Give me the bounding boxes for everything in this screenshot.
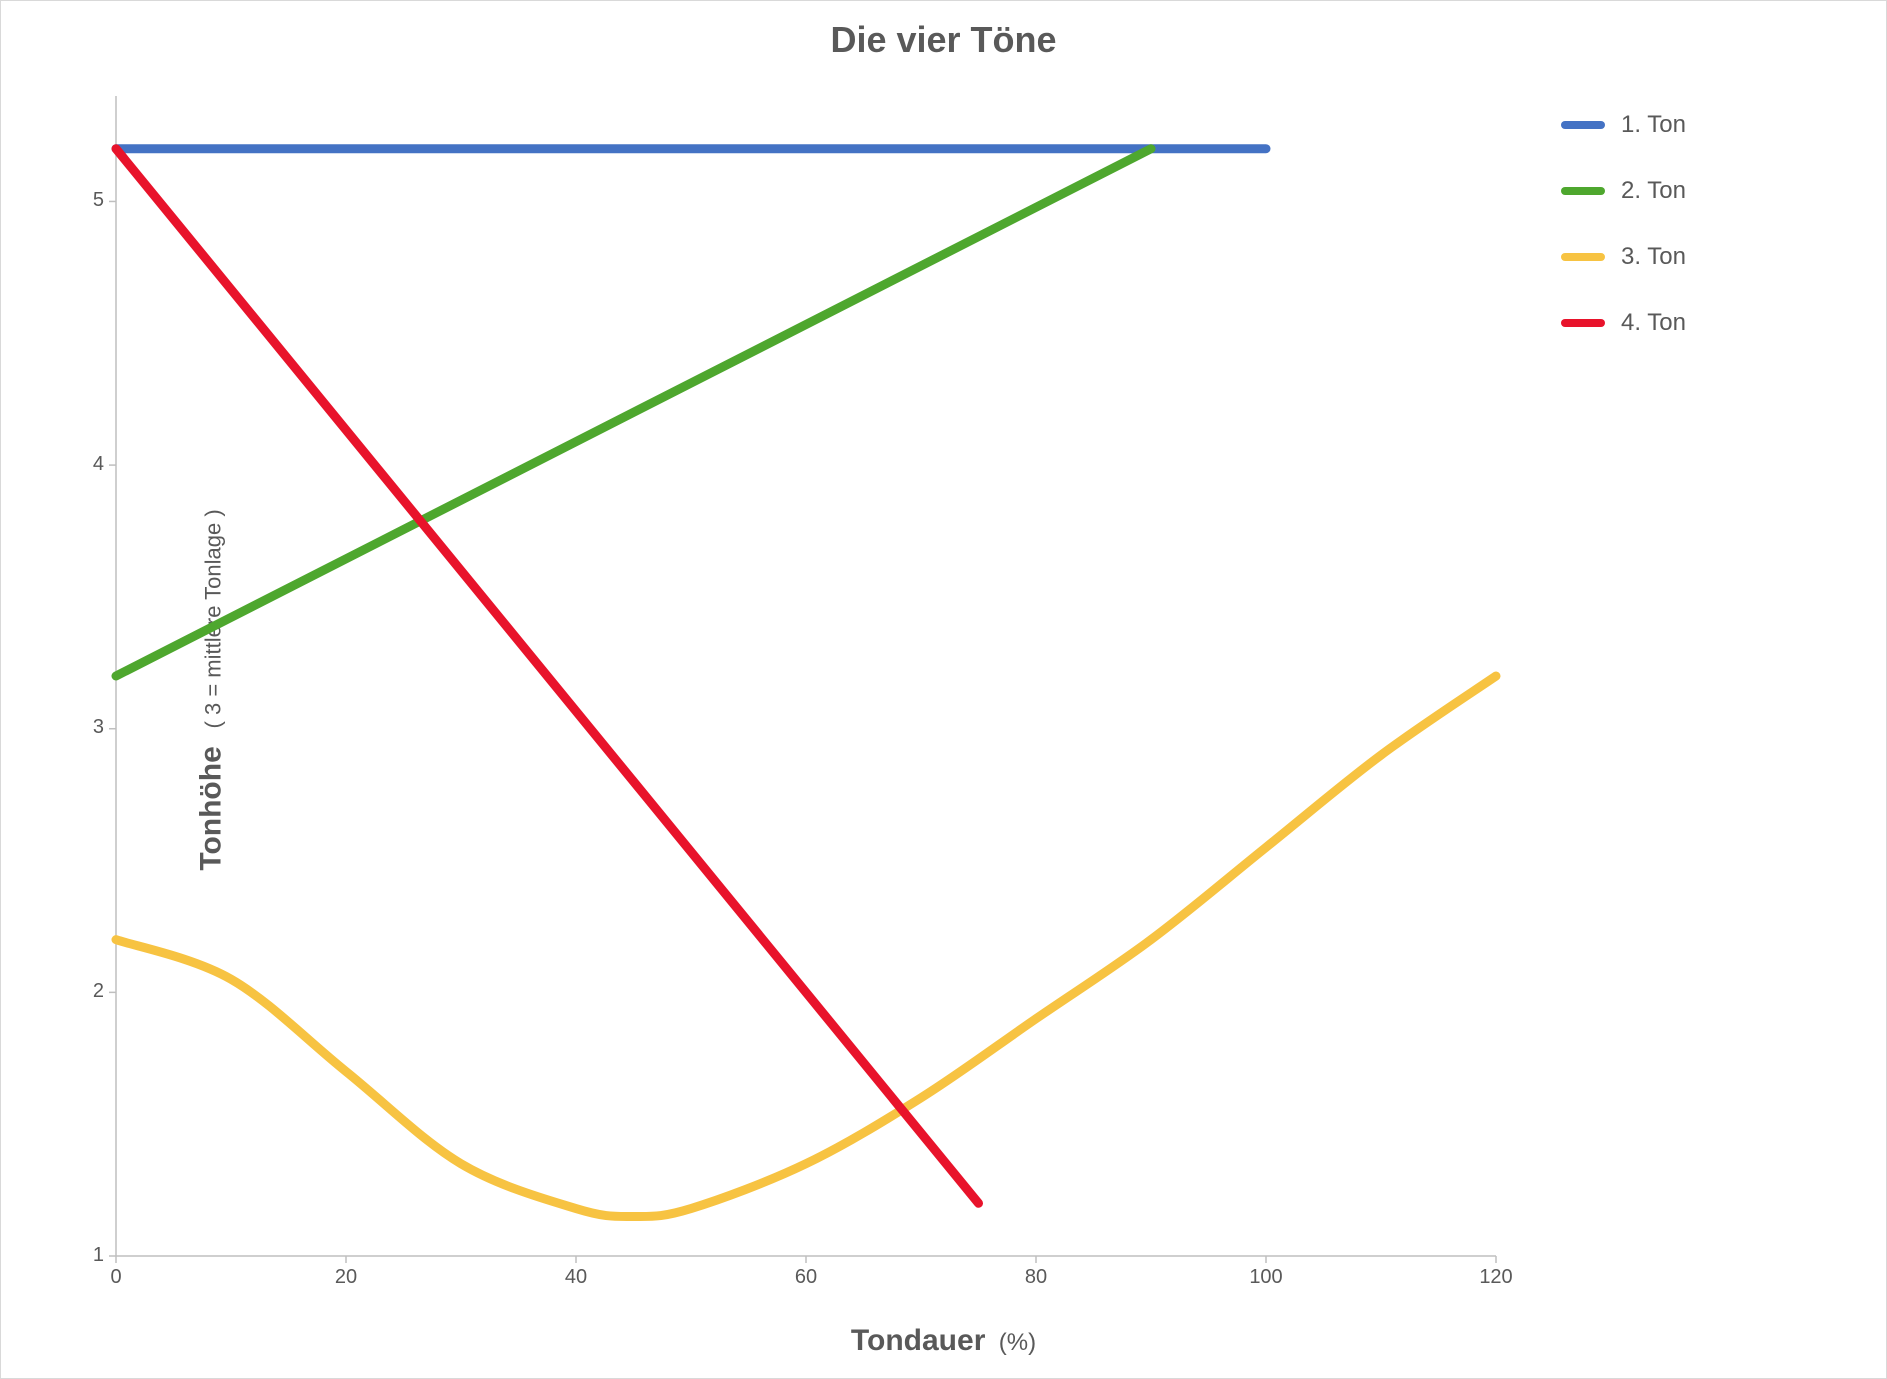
y-tick-label: 4	[76, 453, 104, 476]
x-tick-label: 100	[1249, 1266, 1282, 1289]
legend-label: 2. Ton	[1621, 177, 1686, 205]
y-tick-label: 2	[76, 980, 104, 1003]
x-tick-label: 0	[110, 1266, 121, 1289]
y-tick-label: 1	[76, 1244, 104, 1267]
legend-swatch	[1561, 121, 1605, 129]
x-tick-label: 40	[565, 1266, 587, 1289]
plot-area	[116, 96, 1496, 1256]
legend-item-1: 1. Ton	[1561, 111, 1686, 139]
chart-title: Die vier Töne	[1, 19, 1886, 61]
legend-label: 3. Ton	[1621, 243, 1686, 271]
legend-label: 4. Ton	[1621, 309, 1686, 337]
x-axis-label-spacer	[990, 1337, 994, 1354]
legend-item-4: 4. Ton	[1561, 309, 1686, 337]
legend-swatch	[1561, 187, 1605, 195]
x-axis-label-main: Tondauer	[851, 1324, 985, 1357]
x-axis-label: Tondauer (%)	[1, 1324, 1886, 1358]
legend-swatch	[1561, 319, 1605, 327]
plot-svg	[116, 96, 1496, 1256]
x-tick-label: 20	[335, 1266, 357, 1289]
legend-item-2: 2. Ton	[1561, 177, 1686, 205]
legend-label: 1. Ton	[1621, 111, 1686, 139]
y-tick-label: 5	[76, 189, 104, 212]
x-tick-label: 60	[795, 1266, 817, 1289]
legend-swatch	[1561, 253, 1605, 261]
legend-item-3: 3. Ton	[1561, 243, 1686, 271]
y-tick-label: 3	[76, 716, 104, 739]
x-tick-label: 80	[1025, 1266, 1047, 1289]
series-line-2	[116, 149, 1151, 676]
series-line-3	[116, 676, 1496, 1216]
x-tick-label: 120	[1479, 1266, 1512, 1289]
legend: 1. Ton 2. Ton 3. Ton 4. Ton	[1561, 111, 1686, 375]
chart-container: Die vier Töne Tonhöhe ( 3 = mittlere Ton…	[0, 0, 1887, 1379]
x-axis-label-sub: (%)	[999, 1329, 1036, 1356]
